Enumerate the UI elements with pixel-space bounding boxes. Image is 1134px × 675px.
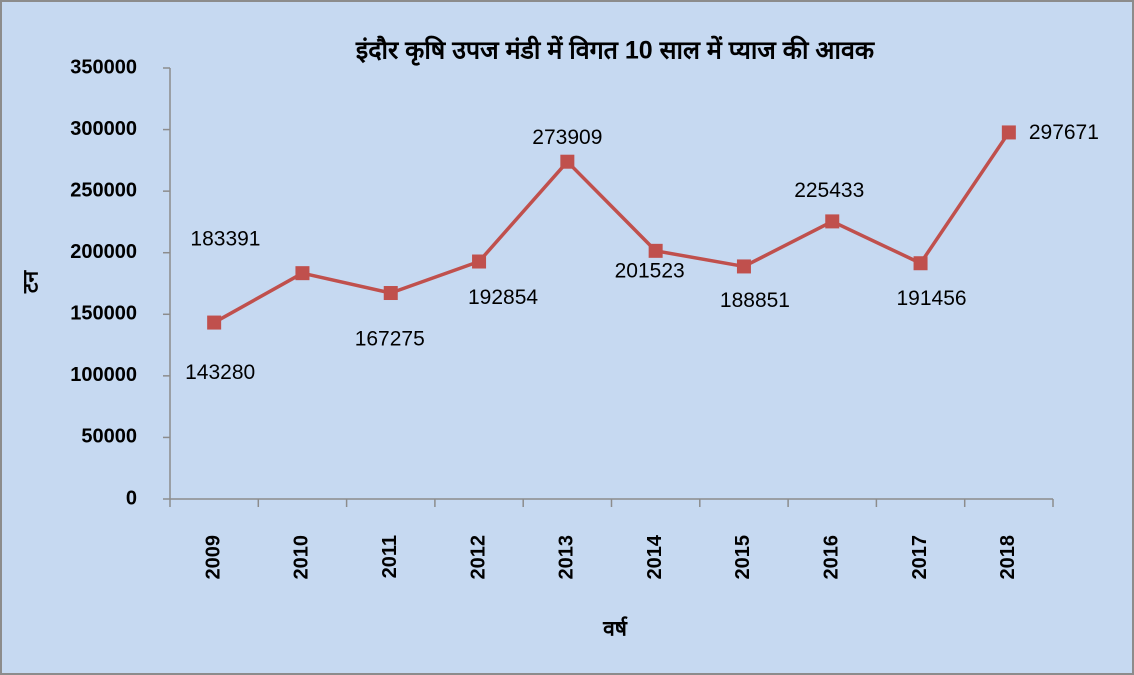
- marker: [207, 315, 222, 330]
- data-label: 297671: [1029, 121, 1099, 144]
- y-tick-label: 350000: [70, 56, 137, 78]
- data-label: 167275: [355, 328, 425, 351]
- y-tick-label: 0: [126, 487, 137, 509]
- marker: [560, 154, 575, 169]
- data-label: 188851: [720, 289, 790, 312]
- marker: [913, 256, 928, 271]
- x-tick-label: 2011: [379, 535, 401, 578]
- data-label: 201523: [615, 259, 685, 282]
- data-label: 183391: [190, 228, 260, 251]
- x-axis-label: वर्ष: [602, 616, 628, 641]
- x-tick-label: 2013: [556, 535, 578, 580]
- y-tick-label: 50000: [81, 426, 137, 448]
- marker: [472, 254, 487, 269]
- x-tick-label: 2012: [467, 535, 489, 580]
- x-tick-label: 2009: [202, 535, 224, 580]
- marker: [383, 286, 398, 301]
- chart-title: इंदौर कृषि उपज मंडी में विगत 10 साल में …: [355, 36, 876, 67]
- x-tick-label: 2018: [997, 535, 1019, 580]
- x-tick-label: 2015: [732, 535, 754, 580]
- data-label: 143280: [185, 361, 255, 384]
- x-tick-label: 2014: [644, 534, 666, 579]
- x-tick-label: 2010: [291, 535, 313, 580]
- x-tick-label: 2016: [821, 535, 843, 580]
- y-tick-label: 200000: [70, 241, 137, 263]
- y-tick-label: 100000: [70, 364, 137, 386]
- marker: [736, 259, 751, 274]
- data-label: 192854: [468, 286, 538, 309]
- marker: [648, 243, 663, 258]
- y-tick-label: 300000: [70, 118, 137, 140]
- data-label: 191456: [897, 287, 967, 310]
- data-label: 225433: [794, 179, 864, 202]
- y-tick-label: 150000: [70, 303, 137, 325]
- y-axis-label: टन: [20, 270, 43, 295]
- series-line: [213, 131, 1011, 325]
- marker: [1001, 125, 1016, 140]
- marker: [825, 214, 840, 229]
- x-tick-label: 2017: [909, 535, 931, 580]
- y-tick-label: 250000: [70, 179, 137, 201]
- marker: [295, 266, 310, 281]
- data-label: 273909: [532, 126, 602, 149]
